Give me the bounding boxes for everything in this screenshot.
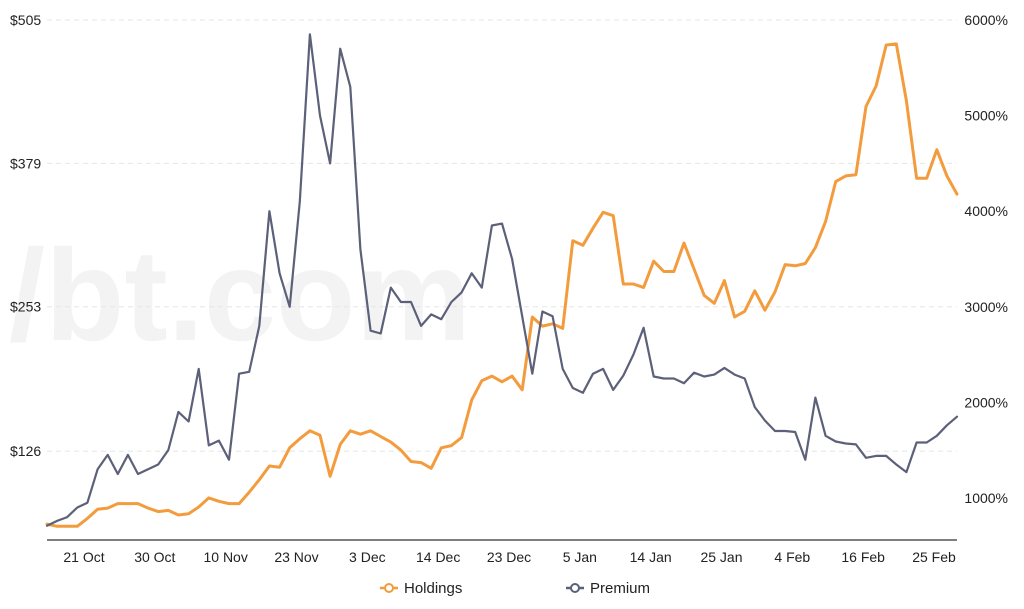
y-left-tick-label: $505 <box>10 12 41 28</box>
watermark-text: /bt.com <box>9 222 471 368</box>
x-tick-label: 3 Dec <box>349 549 386 565</box>
x-tick-label: 14 Jan <box>630 549 672 565</box>
y-left-tick-label: $253 <box>10 299 41 315</box>
x-tick-label: 25 Feb <box>912 549 956 565</box>
x-tick-label: 21 Oct <box>63 549 104 565</box>
legend: Holdings Premium <box>380 580 650 597</box>
series-line-holdings <box>45 42 959 528</box>
legend-item-holdings[interactable]: Holdings <box>380 580 462 597</box>
y-right-tick-label: 1000% <box>964 490 1008 506</box>
series-line-premium <box>45 33 959 527</box>
y-right-tick-label: 5000% <box>964 108 1008 124</box>
x-tick-label: 30 Oct <box>134 549 175 565</box>
y-left-tick-label: $379 <box>10 155 41 171</box>
x-tick-label: 25 Jan <box>700 549 742 565</box>
legend-label: Premium <box>590 580 650 597</box>
y-right-tick-label: 3000% <box>964 299 1008 315</box>
y-left-tick-label: $126 <box>10 443 41 459</box>
grid-layer <box>47 19 957 452</box>
legend-circle-marker <box>384 583 394 593</box>
legend-label: Holdings <box>404 580 462 597</box>
series-layer <box>45 33 959 528</box>
x-tick-label: 4 Feb <box>774 549 810 565</box>
x-tick-label: 23 Dec <box>487 549 531 565</box>
legend-circle-marker <box>570 583 580 593</box>
x-tick-label: 23 Nov <box>274 549 318 565</box>
x-tick-label: 16 Feb <box>841 549 885 565</box>
y-right-tick-label: 6000% <box>964 12 1008 28</box>
y-right-tick-label: 2000% <box>964 394 1008 410</box>
x-tick-label: 14 Dec <box>416 549 460 565</box>
x-tick-label: 5 Jan <box>563 549 597 565</box>
legend-item-premium[interactable]: Premium <box>566 580 650 597</box>
axis-layer: $126 $253 $379 $505 1000% 2000% 3000% 4000% 5000… <box>10 12 1008 565</box>
y-right-tick-label: 4000% <box>964 203 1008 219</box>
x-tick-label: 10 Nov <box>203 549 247 565</box>
